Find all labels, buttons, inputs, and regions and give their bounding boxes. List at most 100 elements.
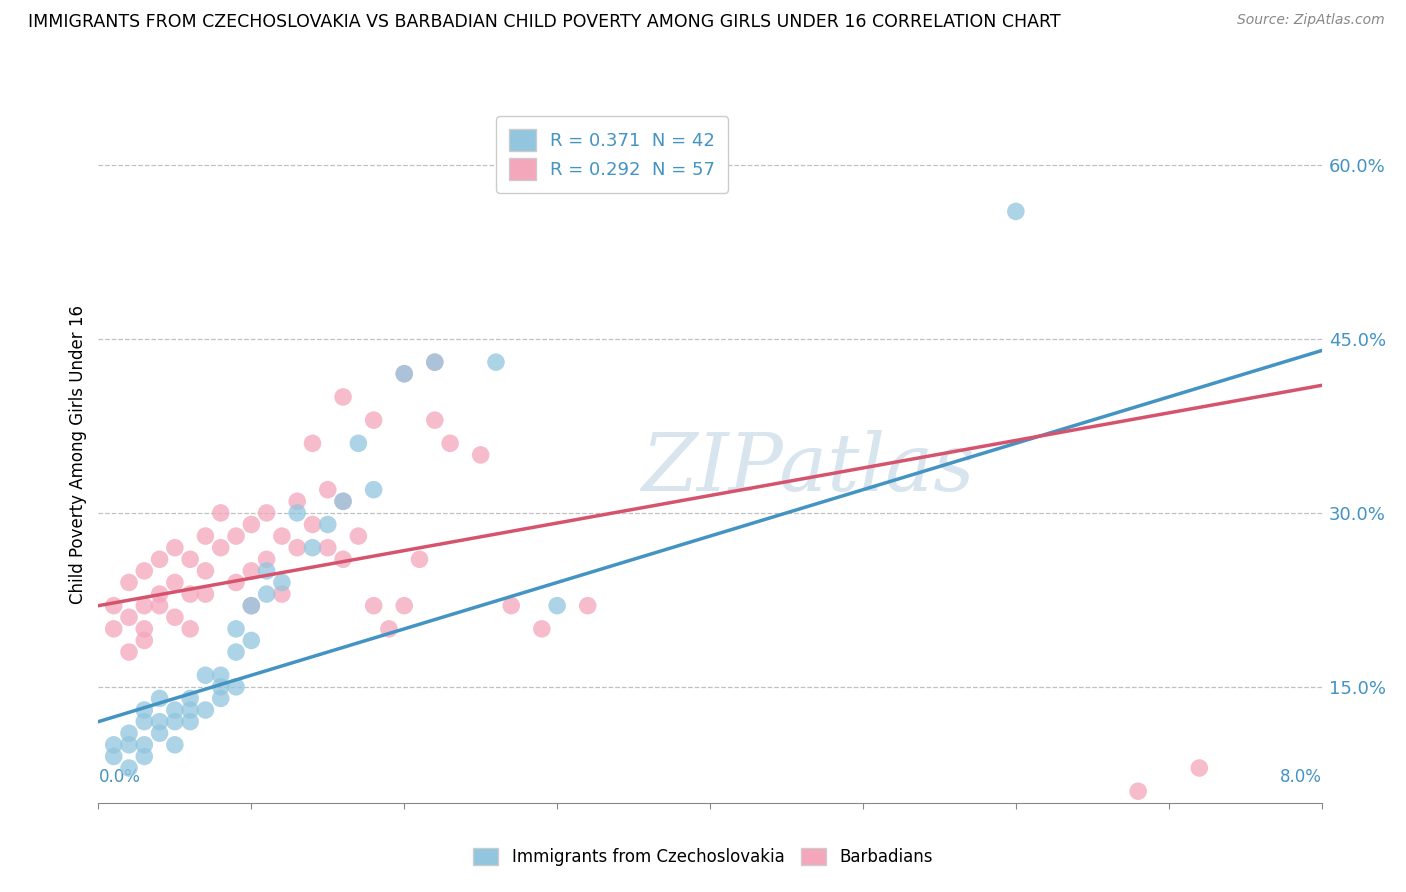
Point (118, 645, 141, 659)
Point (179, 703, 201, 717)
Point (363, 599, 385, 613)
Y-axis label: Child Poverty Among Girls Under 16: Child Poverty Among Girls Under 16 (69, 305, 87, 605)
Point (179, 622, 201, 636)
Point (163, 541, 186, 555)
Point (423, 413, 446, 427)
Point (347, 529, 370, 543)
Point (179, 714, 201, 729)
Point (194, 529, 217, 543)
Point (256, 552, 278, 566)
Point (149, 587, 172, 601)
Point (225, 645, 247, 659)
Point (270, 575, 294, 590)
Point (240, 564, 263, 578)
Point (378, 622, 401, 636)
Point (103, 599, 125, 613)
Point (134, 714, 156, 729)
Point (134, 738, 156, 752)
Point (118, 726, 141, 740)
Point (209, 541, 232, 555)
Point (179, 691, 201, 706)
Point (103, 622, 125, 636)
Point (163, 714, 186, 729)
Point (225, 680, 247, 694)
Point (149, 552, 172, 566)
Point (332, 494, 354, 508)
Point (256, 564, 278, 578)
Point (392, 367, 416, 381)
Point (392, 599, 416, 613)
Point (240, 599, 263, 613)
Point (285, 541, 308, 555)
Point (301, 541, 323, 555)
Point (316, 483, 339, 497)
Text: Source: ZipAtlas.com: Source: ZipAtlas.com (1237, 13, 1385, 28)
Point (270, 587, 294, 601)
Point (163, 575, 186, 590)
Point (149, 599, 172, 613)
Point (194, 587, 217, 601)
Point (179, 552, 201, 566)
Point (301, 517, 323, 532)
Point (225, 575, 247, 590)
Point (118, 738, 141, 752)
Point (163, 610, 186, 624)
Point (103, 749, 125, 764)
Point (256, 506, 278, 520)
Point (240, 599, 263, 613)
Point (209, 680, 232, 694)
Point (576, 599, 599, 613)
Point (225, 622, 247, 636)
Point (1128, 784, 1150, 798)
Point (194, 668, 217, 682)
Point (332, 552, 354, 566)
Point (194, 703, 217, 717)
Point (134, 749, 156, 764)
Point (163, 738, 186, 752)
Point (134, 622, 156, 636)
Point (408, 552, 430, 566)
Point (149, 691, 172, 706)
Point (501, 599, 523, 613)
Point (392, 367, 416, 381)
Text: 8.0%: 8.0% (1279, 768, 1322, 786)
Point (163, 703, 186, 717)
Point (149, 714, 172, 729)
Text: 0.0%: 0.0% (98, 768, 141, 786)
Point (118, 610, 141, 624)
Legend: R = 0.371  N = 42, R = 0.292  N = 57: R = 0.371 N = 42, R = 0.292 N = 57 (496, 116, 728, 193)
Point (363, 413, 385, 427)
Point (530, 622, 553, 636)
Point (149, 726, 172, 740)
Point (209, 691, 232, 706)
Point (301, 436, 323, 450)
Point (179, 587, 201, 601)
Point (285, 494, 308, 508)
Point (209, 668, 232, 682)
Point (225, 529, 247, 543)
Point (470, 448, 492, 462)
Point (332, 390, 354, 404)
Point (209, 506, 232, 520)
Point (134, 599, 156, 613)
Point (546, 599, 568, 613)
Text: IMMIGRANTS FROM CZECHOSLOVAKIA VS BARBADIAN CHILD POVERTY AMONG GIRLS UNDER 16 C: IMMIGRANTS FROM CZECHOSLOVAKIA VS BARBAD… (28, 13, 1060, 31)
Point (423, 355, 446, 369)
Point (1004, 204, 1026, 219)
Point (363, 483, 385, 497)
Point (1188, 761, 1211, 775)
Point (134, 703, 156, 717)
Point (103, 738, 125, 752)
Point (134, 633, 156, 648)
Point (285, 506, 308, 520)
Point (316, 541, 339, 555)
Point (194, 564, 217, 578)
Point (134, 564, 156, 578)
Point (316, 517, 339, 532)
Point (439, 436, 461, 450)
Text: ZIPatlas: ZIPatlas (641, 430, 974, 508)
Point (240, 633, 263, 648)
Point (256, 587, 278, 601)
Point (332, 494, 354, 508)
Point (347, 436, 370, 450)
